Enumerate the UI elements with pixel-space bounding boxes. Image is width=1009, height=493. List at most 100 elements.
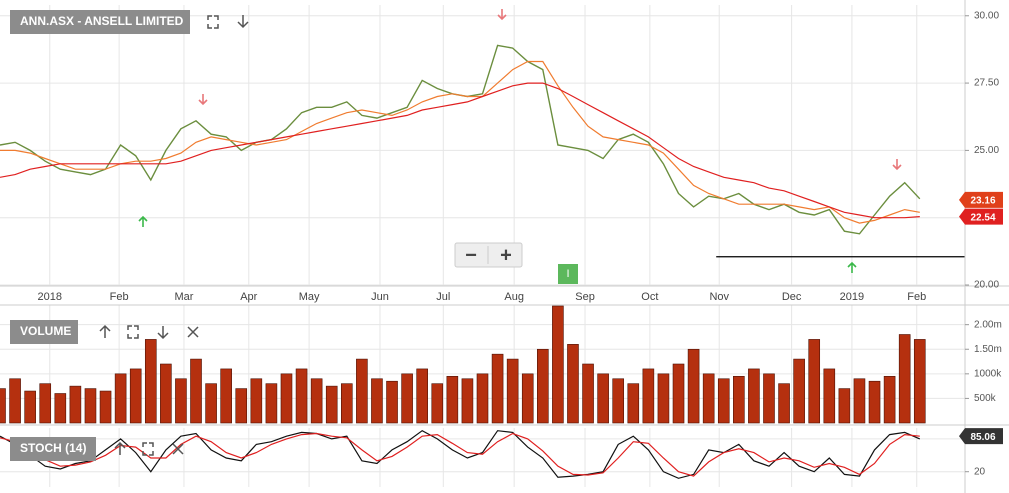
title-chip[interactable] <box>10 10 190 34</box>
volume-bar <box>386 380 398 424</box>
volume-bar <box>717 378 730 424</box>
volume-bar <box>521 373 534 424</box>
title-chip[interactable] <box>10 320 78 344</box>
volume-bar <box>431 383 444 424</box>
volume-bar <box>823 368 836 424</box>
volume-bar <box>250 378 263 424</box>
zoom-in-button[interactable]: + <box>500 244 512 266</box>
series-line <box>0 60 920 224</box>
title-chip[interactable] <box>10 437 96 461</box>
x-tick-label: Apr <box>240 291 257 303</box>
volume-bar <box>793 358 805 424</box>
volume-bar <box>144 339 157 424</box>
volume-bar <box>190 358 202 424</box>
volume-bar <box>205 383 217 424</box>
volume-bar <box>54 393 67 424</box>
volume-bar <box>672 363 685 424</box>
volume-bar <box>220 368 232 424</box>
y-tick-label: 20 <box>974 466 986 477</box>
price-tag-label: 85.06 <box>970 432 995 443</box>
x-tick-label: 2018 <box>38 291 62 303</box>
panel-title: STOCH (14) <box>20 441 86 455</box>
y-tick-label: 500k <box>974 393 997 404</box>
x-tick-label: Feb <box>907 291 926 303</box>
event-badge[interactable] <box>558 264 578 284</box>
volume-bar <box>506 358 519 424</box>
volume-bar <box>114 373 127 424</box>
series-line <box>0 82 920 219</box>
series-line <box>0 429 921 479</box>
volume-bar <box>702 373 715 424</box>
volume-bar <box>838 388 851 424</box>
x-tick-label: Nov <box>709 291 729 303</box>
event-badge-label: I <box>566 268 569 280</box>
y-tick-label: 20.00 <box>974 280 999 291</box>
x-tick-label: Jun <box>371 291 389 303</box>
zoom-out-button[interactable]: − <box>465 244 477 266</box>
toolbar-icons[interactable] <box>114 441 184 456</box>
volume-bar <box>310 378 323 424</box>
x-tick-label: Mar <box>174 291 193 303</box>
volume-bar <box>0 388 6 424</box>
y-tick-label: 27.50 <box>974 78 999 89</box>
volume-bar <box>868 380 881 424</box>
volume-bar <box>687 348 700 424</box>
toolbar-icons[interactable] <box>207 15 249 29</box>
y-tick-label: 2.00m <box>974 319 1002 330</box>
volume-bar <box>567 344 579 424</box>
y-tick-label: 1.50m <box>974 344 1002 355</box>
price-tag <box>959 191 1003 208</box>
chart-title: ANN.ASX - ANSELL LIMITED <box>20 14 184 28</box>
volume-bar <box>612 378 625 424</box>
price-tag <box>959 428 1003 445</box>
x-tick-label: Oct <box>641 291 658 303</box>
volume-bar <box>401 373 413 424</box>
volume-bar <box>160 363 172 424</box>
volume-bar <box>39 383 52 424</box>
x-tick-label: Aug <box>504 291 524 303</box>
toolbar-icons[interactable] <box>99 324 199 340</box>
volume-bar <box>325 385 338 424</box>
x-tick-label: Sep <box>575 291 595 303</box>
volume-bar <box>883 375 896 424</box>
volume-bar <box>235 388 248 424</box>
volume-bar <box>371 378 383 424</box>
volume-bar <box>129 368 142 424</box>
volume-bar <box>597 373 609 424</box>
volume-bar <box>491 353 504 424</box>
volume-bar <box>808 339 821 424</box>
y-tick-label: 30.00 <box>974 10 999 21</box>
volume-bar <box>748 368 760 424</box>
volume-bar <box>24 390 36 424</box>
price-tag-label: 22.54 <box>970 212 995 223</box>
panel-title: VOLUME <box>20 324 71 338</box>
volume-bar <box>582 363 594 424</box>
price-tag <box>959 208 1003 225</box>
volume-bar <box>627 383 640 424</box>
label-layer: 2018 Feb Mar Apr May Jun Jul Aug Sep Oct Nov Dec 201… <box>38 10 1003 477</box>
volume-bar <box>280 373 293 424</box>
y-tick-label: 1000k <box>974 368 1002 379</box>
volume-bar <box>552 305 564 424</box>
volume-bar <box>898 334 911 424</box>
volume-bar <box>295 368 308 424</box>
volume-bar <box>340 383 353 424</box>
volume-bar <box>175 378 187 424</box>
x-tick-label: Dec <box>782 291 802 303</box>
volume-bar <box>416 368 428 424</box>
signal-arrows <box>138 9 902 273</box>
volume-bar <box>853 378 866 424</box>
volume-bar <box>356 358 368 424</box>
volume-bar <box>657 373 670 424</box>
volume-bar <box>642 368 655 424</box>
y-tick-label: 25.00 <box>974 145 999 156</box>
volume-bar <box>913 339 926 424</box>
volume-bar <box>733 375 745 424</box>
volume-bar <box>84 388 97 424</box>
price-tag-label: 23.16 <box>970 196 995 207</box>
x-tick-label: May <box>299 291 320 303</box>
volume-bar <box>461 378 474 424</box>
volume-bar <box>69 385 82 424</box>
volume-bar <box>476 373 489 424</box>
